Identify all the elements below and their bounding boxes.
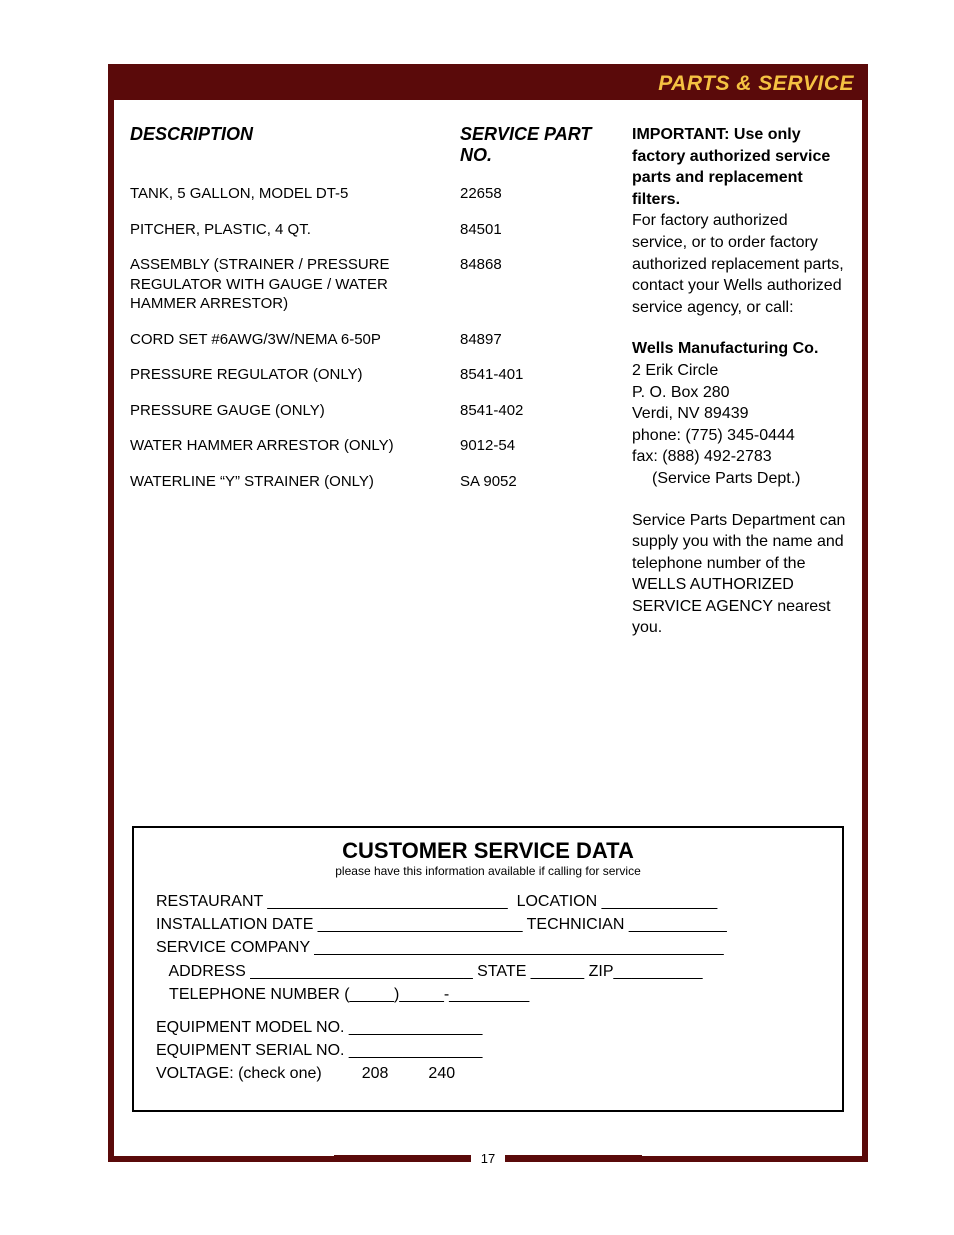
line-restaurant-location: RESTAURANT ___________________________ L… xyxy=(156,890,820,913)
line-install-technician: INSTALLATION DATE ______________________… xyxy=(156,913,820,936)
notice-column: IMPORTANT: Use only factory authorized s… xyxy=(620,124,846,659)
company-addr2: P. O. Box 280 xyxy=(632,382,846,404)
line-address-state-zip: ADDRESS _________________________ STATE … xyxy=(156,960,820,983)
header-bar: PARTS & SERVICE xyxy=(114,70,862,100)
service-box-title: CUSTOMER SERVICE DATA xyxy=(156,838,820,864)
parts-row-partno: SA 9052 xyxy=(460,472,610,492)
parts-row: PRESSURE GAUGE (ONLY)8541-402 xyxy=(130,401,620,421)
parts-table-header: DESCRIPTION SERVICE PART NO. xyxy=(130,124,620,166)
parts-row: TANK, 5 GALLON, MODEL DT-522658 xyxy=(130,184,620,204)
company-phone: phone: (775) 345-0444 xyxy=(632,425,846,447)
parts-row-description: CORD SET #6AWG/3W/NEMA 6-50P xyxy=(130,330,460,350)
line-model: EQUIPMENT MODEL NO. _______________ xyxy=(156,1016,820,1039)
col-description-header: DESCRIPTION xyxy=(130,124,460,166)
parts-row-description: WATER HAMMER ARRESTOR (ONLY) xyxy=(130,436,460,456)
parts-row: PITCHER, PLASTIC, 4 QT.84501 xyxy=(130,220,620,240)
service-form-block-1: RESTAURANT ___________________________ L… xyxy=(156,890,820,1006)
parts-row: PRESSURE REGULATOR (ONLY)8541-401 xyxy=(130,365,620,385)
line-serial: EQUIPMENT SERIAL NO. _______________ xyxy=(156,1039,820,1062)
page-frame: PARTS & SERVICE DESCRIPTION SERVICE PART… xyxy=(108,64,868,1162)
line-service-company: SERVICE COMPANY ________________________… xyxy=(156,936,820,959)
notice-tail: Service Parts Department can supply you … xyxy=(632,510,846,640)
line-telephone: TELEPHONE NUMBER (_____)_____-_________ xyxy=(156,983,820,1006)
header-title: PARTS & SERVICE xyxy=(658,72,854,96)
parts-row-description: PRESSURE REGULATOR (ONLY) xyxy=(130,365,460,385)
parts-table: DESCRIPTION SERVICE PART NO. TANK, 5 GAL… xyxy=(130,124,620,659)
notice-body: For factory authorized service, or to or… xyxy=(632,210,846,318)
parts-row-partno: 84868 xyxy=(460,255,610,314)
company-dept: (Service Parts Dept.) xyxy=(632,468,846,490)
parts-row-partno: 22658 xyxy=(460,184,610,204)
parts-row: WATER HAMMER ARRESTOR (ONLY)9012-54 xyxy=(130,436,620,456)
parts-row-description: WATERLINE “Y” STRAINER (ONLY) xyxy=(130,472,460,492)
company-fax: fax: (888) 492-2783 xyxy=(632,446,846,468)
col-partno-header: SERVICE PART NO. xyxy=(460,124,610,166)
parts-row-description: TANK, 5 GALLON, MODEL DT-5 xyxy=(130,184,460,204)
parts-row-description: PRESSURE GAUGE (ONLY) xyxy=(130,401,460,421)
parts-row: WATERLINE “Y” STRAINER (ONLY)SA 9052 xyxy=(130,472,620,492)
company-addr1: 2 Erik Circle xyxy=(632,360,846,382)
parts-row: ASSEMBLY (STRAINER / PRESSURE REGULATOR … xyxy=(130,255,620,314)
parts-row-partno: 8541-401 xyxy=(460,365,610,385)
customer-service-box: CUSTOMER SERVICE DATA please have this i… xyxy=(132,826,844,1112)
parts-row: CORD SET #6AWG/3W/NEMA 6-50P84897 xyxy=(130,330,620,350)
parts-row-partno: 9012-54 xyxy=(460,436,610,456)
parts-row-description: ASSEMBLY (STRAINER / PRESSURE REGULATOR … xyxy=(130,255,460,314)
company-addr3: Verdi, NV 89439 xyxy=(632,403,846,425)
parts-row-partno: 8541-402 xyxy=(460,401,610,421)
line-voltage: VOLTAGE: (check one) 208 240 xyxy=(156,1062,820,1085)
parts-row-partno: 84501 xyxy=(460,220,610,240)
important-label: IMPORTANT: xyxy=(632,126,729,143)
content-area: DESCRIPTION SERVICE PART NO. TANK, 5 GAL… xyxy=(114,100,862,659)
parts-row-description: PITCHER, PLASTIC, 4 QT. xyxy=(130,220,460,240)
service-box-subtitle: please have this information available i… xyxy=(156,864,820,878)
company-name: Wells Manufacturing Co. xyxy=(632,338,846,360)
parts-row-partno: 84897 xyxy=(460,330,610,350)
page-number-wrap: 17 xyxy=(114,1150,862,1168)
service-form-block-2: EQUIPMENT MODEL NO. _______________ EQUI… xyxy=(156,1016,820,1086)
page-number: 17 xyxy=(471,1151,505,1166)
